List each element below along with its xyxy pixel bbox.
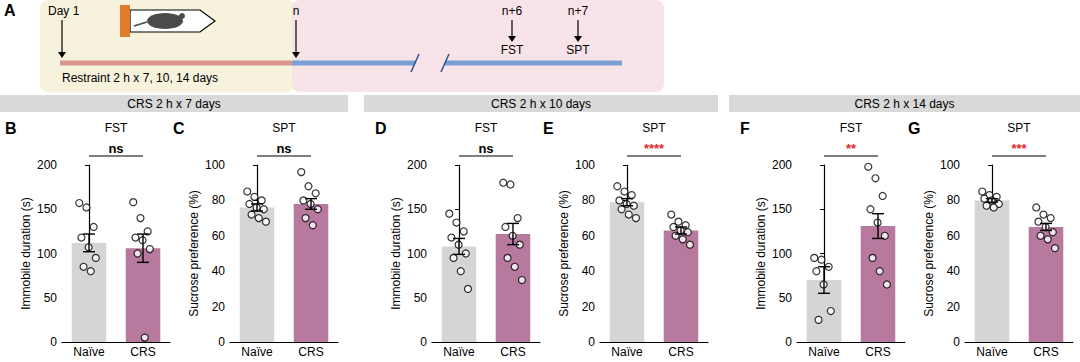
svg-text:n+6: n+6 [502, 4, 523, 18]
svg-text:Immobile duration (s): Immobile duration (s) [19, 197, 33, 310]
svg-text:50: 50 [44, 291, 58, 305]
svg-text:ns: ns [276, 141, 291, 156]
svg-text:n: n [293, 4, 300, 18]
svg-text:0: 0 [420, 335, 427, 349]
svg-text:B: B [5, 120, 17, 137]
svg-text:100: 100 [772, 247, 792, 261]
svg-text:150: 150 [407, 202, 427, 216]
svg-text:150: 150 [772, 202, 792, 216]
svg-text:CRS: CRS [298, 345, 323, 359]
svg-text:100: 100 [575, 158, 595, 172]
svg-text:****: **** [644, 141, 665, 156]
svg-text:E: E [543, 120, 554, 137]
svg-text:F: F [740, 120, 750, 137]
svg-text:CRS: CRS [865, 345, 890, 359]
svg-text:200: 200 [772, 158, 792, 172]
svg-text:Restraint 2 h x 7, 10, 14 days: Restraint 2 h x 7, 10, 14 days [62, 71, 218, 85]
svg-text:FST: FST [501, 43, 524, 57]
svg-text:20: 20 [582, 300, 596, 314]
svg-text:100: 100 [205, 158, 225, 172]
svg-text:80: 80 [212, 193, 226, 207]
svg-text:60: 60 [947, 229, 961, 243]
svg-text:Naïve: Naïve [443, 345, 475, 359]
svg-text:150: 150 [37, 202, 57, 216]
svg-text:Immobile duration (s): Immobile duration (s) [389, 197, 403, 310]
svg-text:0: 0 [953, 335, 960, 349]
svg-text:n+7: n+7 [568, 4, 589, 18]
svg-text:C: C [173, 120, 185, 137]
svg-text:100: 100 [940, 158, 960, 172]
svg-text:0: 0 [785, 335, 792, 349]
svg-text:0: 0 [588, 335, 595, 349]
svg-text:20: 20 [947, 300, 961, 314]
svg-text:200: 200 [37, 158, 57, 172]
svg-text:G: G [908, 120, 920, 137]
svg-text:50: 50 [779, 291, 793, 305]
svg-text:SPT: SPT [272, 121, 296, 135]
svg-text:Immobile duration (s): Immobile duration (s) [754, 197, 768, 310]
svg-text:100: 100 [407, 247, 427, 261]
svg-text:Day 1: Day 1 [48, 4, 80, 18]
svg-text:CRS: CRS [130, 345, 155, 359]
svg-text:A: A [4, 2, 16, 19]
svg-text:CRS 2 h x 10 days: CRS 2 h x 10 days [491, 97, 591, 111]
svg-text:ns: ns [108, 141, 123, 156]
svg-text:200: 200 [407, 158, 427, 172]
svg-text:40: 40 [947, 264, 961, 278]
svg-text:20: 20 [212, 300, 226, 314]
svg-text:D: D [375, 120, 387, 137]
svg-text:0: 0 [50, 335, 57, 349]
svg-text:40: 40 [582, 264, 596, 278]
svg-text:**: ** [846, 141, 857, 156]
svg-text:40: 40 [212, 264, 226, 278]
svg-text:FST: FST [105, 121, 128, 135]
svg-text:60: 60 [212, 229, 226, 243]
svg-text:100: 100 [37, 247, 57, 261]
svg-text:Naïve: Naïve [808, 345, 840, 359]
svg-text:FST: FST [840, 121, 863, 135]
svg-text:CRS 2 h x 14 days: CRS 2 h x 14 days [854, 97, 954, 111]
svg-text:CRS: CRS [1033, 345, 1058, 359]
svg-text:CRS: CRS [668, 345, 693, 359]
svg-text:60: 60 [582, 229, 596, 243]
svg-text:Sucrose preference (%): Sucrose preference (%) [187, 190, 201, 317]
svg-text:Sucrose preference (%): Sucrose preference (%) [557, 190, 571, 317]
svg-text:CRS 2 h x 7 days: CRS 2 h x 7 days [127, 97, 220, 111]
svg-text:SPT: SPT [642, 121, 666, 135]
svg-text:CRS: CRS [500, 345, 525, 359]
svg-text:FST: FST [475, 121, 498, 135]
svg-text:ns: ns [478, 141, 493, 156]
svg-text:Naïve: Naïve [976, 345, 1008, 359]
svg-text:80: 80 [947, 193, 961, 207]
svg-text:50: 50 [414, 291, 428, 305]
svg-text:0: 0 [218, 335, 225, 349]
svg-text:SPT: SPT [566, 43, 590, 57]
svg-text:80: 80 [582, 193, 596, 207]
svg-text:Naïve: Naïve [241, 345, 273, 359]
svg-text:Naïve: Naïve [611, 345, 643, 359]
svg-text:SPT: SPT [1007, 121, 1031, 135]
svg-text:Naïve: Naïve [73, 345, 105, 359]
svg-text:Sucrose preference (%): Sucrose preference (%) [922, 190, 936, 317]
svg-text:***: *** [1011, 141, 1027, 156]
